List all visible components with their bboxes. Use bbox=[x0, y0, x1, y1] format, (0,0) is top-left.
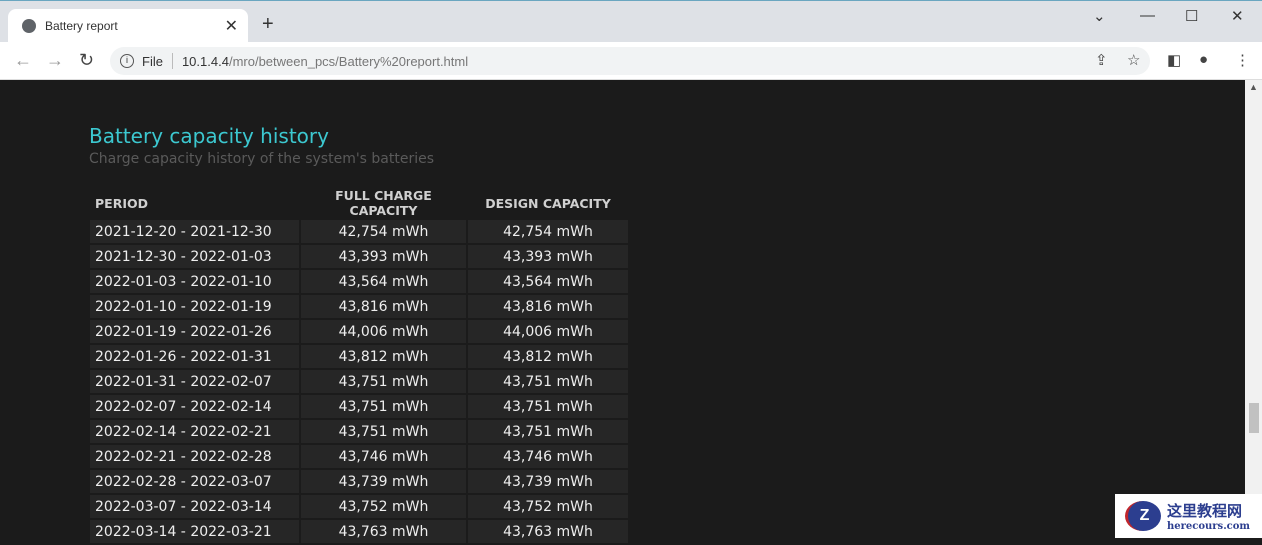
close-tab-icon[interactable]: ✕ bbox=[224, 18, 238, 35]
logo-z-icon: Z bbox=[1125, 501, 1161, 531]
full-charge-cell: 44,006 mWh bbox=[301, 320, 466, 343]
scrollbar-thumb[interactable] bbox=[1249, 403, 1259, 433]
period-cell: 2022-01-19 - 2022-01-26 bbox=[90, 320, 299, 343]
full-charge-cell: 43,746 mWh bbox=[301, 445, 466, 468]
close-window-button[interactable]: ✕ bbox=[1231, 8, 1244, 25]
globe-icon bbox=[22, 19, 36, 33]
page-title: Battery capacity history bbox=[89, 124, 329, 148]
design-cell: 43,812 mWh bbox=[468, 345, 628, 368]
design-cell: 43,763 mWh bbox=[468, 520, 628, 543]
period-cell: 2022-03-14 - 2022-03-21 bbox=[90, 520, 299, 543]
design-cell: 43,751 mWh bbox=[468, 420, 628, 443]
full-charge-cell: 43,752 mWh bbox=[301, 495, 466, 518]
period-cell: 2022-03-07 - 2022-03-14 bbox=[90, 495, 299, 518]
table-row: 2022-01-19 - 2022-01-26 44,006 mWh 44,006 … bbox=[90, 320, 628, 343]
period-cell: 2022-01-03 - 2022-01-10 bbox=[90, 270, 299, 293]
profile-icon[interactable]: ● bbox=[1199, 51, 1209, 68]
full-charge-cell: 43,816 mWh bbox=[301, 295, 466, 318]
watermark-cn: 这里教程网 bbox=[1167, 502, 1243, 520]
tab-search-icon[interactable]: ⌄ bbox=[1093, 8, 1106, 25]
period-cell: 2021-12-20 - 2021-12-30 bbox=[90, 220, 299, 243]
tab-bar: Battery report ✕ + ⌄ — ☐ ✕ bbox=[0, 0, 1262, 43]
full-charge-cell: 43,393 mWh bbox=[301, 245, 466, 268]
full-charge-cell: 43,751 mWh bbox=[301, 395, 466, 418]
period-cell: 2022-01-10 - 2022-01-19 bbox=[90, 295, 299, 318]
menu-icon[interactable]: ⋮ bbox=[1235, 52, 1250, 69]
table-row: 2022-02-28 - 2022-03-07 43,739 mWh 43,739 … bbox=[90, 470, 628, 493]
maximize-button[interactable]: ☐ bbox=[1185, 8, 1199, 25]
design-cell: 43,564 mWh bbox=[468, 270, 628, 293]
capacity-history-table: PERIOD FULL CHARGE CAPACITY DESIGN CAPAC… bbox=[88, 186, 630, 545]
design-cell: 43,739 mWh bbox=[468, 470, 628, 493]
url-path: /mro/between_pcs/Battery%20report.html bbox=[228, 53, 469, 69]
design-cell: 43,752 mWh bbox=[468, 495, 628, 518]
design-cell: 43,393 mWh bbox=[468, 245, 628, 268]
header-full-charge: FULL CHARGE CAPACITY bbox=[335, 188, 432, 218]
design-cell: 43,746 mWh bbox=[468, 445, 628, 468]
design-cell: 43,816 mWh bbox=[468, 295, 628, 318]
address-bar[interactable]: i File 10.1.4.4/mro/between_pcs/Battery%… bbox=[110, 47, 1150, 75]
divider bbox=[171, 53, 173, 69]
table-row: 2022-02-21 - 2022-02-28 43,746 mWh 43,746 … bbox=[90, 445, 628, 468]
minimize-button[interactable]: — bbox=[1140, 7, 1155, 24]
side-panel-icon[interactable]: ◧ bbox=[1167, 52, 1182, 69]
full-charge-cell: 43,751 mWh bbox=[301, 420, 466, 443]
period-cell: 2022-02-14 - 2022-02-21 bbox=[90, 420, 299, 443]
table-row: 2022-01-10 - 2022-01-19 43,816 mWh 43,816 … bbox=[90, 295, 628, 318]
full-charge-cell: 42,754 mWh bbox=[301, 220, 466, 243]
table-row: 2022-02-14 - 2022-02-21 43,751 mWh 43,751 … bbox=[90, 420, 628, 443]
table-row: 2022-03-07 - 2022-03-14 43,752 mWh 43,752 … bbox=[90, 495, 628, 518]
full-charge-cell: 43,564 mWh bbox=[301, 270, 466, 293]
reload-icon[interactable]: ↻ bbox=[79, 50, 95, 70]
page-content: Battery capacity history Charge capacity… bbox=[0, 80, 1245, 543]
back-icon[interactable]: ← bbox=[14, 50, 32, 70]
table-row: 2022-02-07 - 2022-02-14 43,751 mWh 43,751 … bbox=[90, 395, 628, 418]
table-row: 2021-12-30 - 2022-01-03 43,393 mWh 43,393 … bbox=[90, 245, 628, 268]
period-cell: 2022-02-07 - 2022-02-14 bbox=[90, 395, 299, 418]
design-cell: 43,751 mWh bbox=[468, 395, 628, 418]
period-cell: 2022-02-28 - 2022-03-07 bbox=[90, 470, 299, 493]
scrollbar[interactable]: ▲ bbox=[1245, 80, 1262, 538]
table-row: 2022-01-31 - 2022-02-07 43,751 mWh 43,751 … bbox=[90, 370, 628, 393]
period-cell: 2022-01-26 - 2022-01-31 bbox=[90, 345, 299, 368]
header-design: DESIGN CAPACITY bbox=[485, 195, 611, 211]
new-tab-button[interactable]: + bbox=[262, 13, 274, 35]
url-scheme: File bbox=[142, 53, 163, 69]
info-icon[interactable]: i bbox=[120, 54, 134, 68]
period-cell: 2022-02-21 - 2022-02-28 bbox=[90, 445, 299, 468]
tab-title: Battery report bbox=[45, 19, 118, 33]
design-cell: 44,006 mWh bbox=[468, 320, 628, 343]
full-charge-cell: 43,751 mWh bbox=[301, 370, 466, 393]
period-cell: 2022-01-31 - 2022-02-07 bbox=[90, 370, 299, 393]
share-icon[interactable]: ⇪ bbox=[1095, 52, 1108, 69]
full-charge-cell: 43,812 mWh bbox=[301, 345, 466, 368]
table-row: 2022-03-14 - 2022-03-21 43,763 mWh 43,763 … bbox=[90, 520, 628, 543]
url-host: 10.1.4.4 bbox=[181, 53, 229, 69]
scroll-up-icon[interactable]: ▲ bbox=[1249, 82, 1258, 92]
watermark-en: herecours.com bbox=[1167, 521, 1251, 532]
table-row: 2022-01-26 - 2022-01-31 43,812 mWh 43,812 … bbox=[90, 345, 628, 368]
star-icon[interactable]: ☆ bbox=[1127, 52, 1141, 69]
watermark-logo: Z 这里教程网 herecours.com bbox=[1115, 494, 1262, 538]
design-cell: 42,754 mWh bbox=[468, 220, 628, 243]
period-cell: 2021-12-30 - 2022-01-03 bbox=[90, 245, 299, 268]
table-row: 2021-12-20 - 2021-12-30 42,754 mWh 42,754 … bbox=[90, 220, 628, 243]
address-toolbar: ← → ↻ i File 10.1.4.4/mro/between_pcs/Ba… bbox=[0, 42, 1262, 80]
forward-icon[interactable]: → bbox=[46, 50, 64, 70]
header-period: PERIOD bbox=[95, 195, 148, 211]
full-charge-cell: 43,739 mWh bbox=[301, 470, 466, 493]
tab-battery-report[interactable]: Battery report ✕ bbox=[8, 9, 248, 43]
page-subtitle: Charge capacity history of the system's … bbox=[89, 151, 435, 167]
design-cell: 43,751 mWh bbox=[468, 370, 628, 393]
table-row: 2022-01-03 - 2022-01-10 43,564 mWh 43,564 … bbox=[90, 270, 628, 293]
full-charge-cell: 43,763 mWh bbox=[301, 520, 466, 543]
